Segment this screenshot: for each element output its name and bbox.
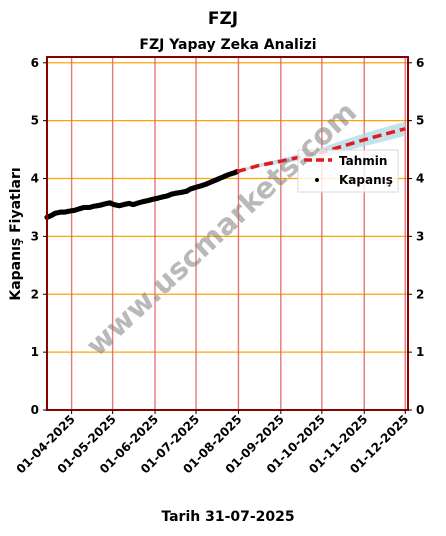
y-tick-label-right: 1 (416, 345, 424, 359)
y-tick-label-right: 5 (416, 114, 424, 128)
y-tick-label-right: 3 (416, 229, 424, 243)
y-tick-label-right: 6 (416, 56, 424, 70)
legend-box (297, 149, 399, 193)
legend-closing-swatch (315, 178, 319, 182)
y-tick-label-right: 2 (416, 287, 424, 301)
y-tick-label-left: 3 (31, 229, 39, 243)
y-tick-label-left: 2 (31, 287, 39, 301)
footer-date: Tarih 31-07-2025 (161, 509, 294, 525)
grid-layer (47, 57, 408, 411)
legend-forecast-label: Tahmin (339, 154, 387, 168)
plot-frame (46, 56, 409, 411)
data-layer (44, 127, 406, 220)
y-tick-label-left: 0 (31, 403, 39, 417)
y-tick-label-right: 4 (416, 172, 424, 186)
chart-title: FZJ Yapay Zeka Analizi (139, 37, 316, 53)
y-tick-label-left: 5 (31, 114, 39, 128)
y-tick-label-left: 6 (31, 56, 39, 70)
legend-closing-label: Kapanış (339, 173, 393, 187)
legend: Tahmin Kapanış (297, 149, 399, 193)
y-tick-label-left: 4 (31, 172, 39, 186)
y-axis-label: Kapanış Fiyatları (8, 167, 24, 300)
y-tick-label-left: 1 (31, 345, 39, 359)
figure-title: FZJ (208, 9, 238, 29)
y-tick-label-right: 0 (416, 403, 424, 417)
